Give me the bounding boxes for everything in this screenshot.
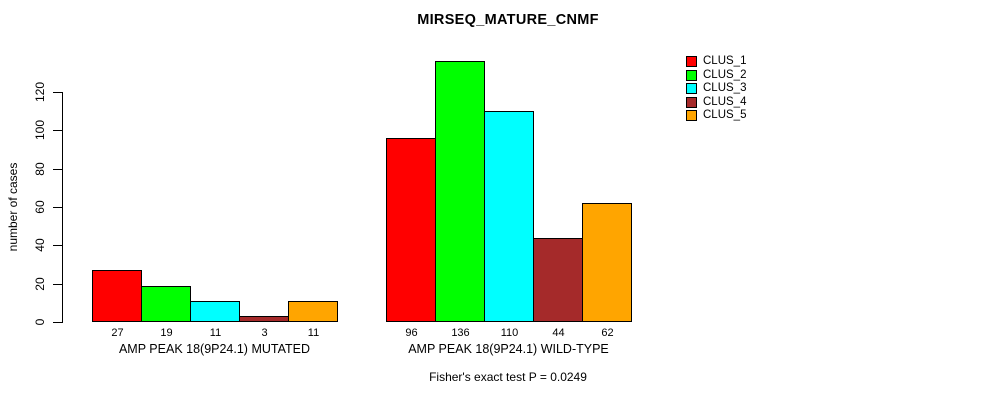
bar-value-label: 96 (405, 327, 418, 339)
bar-value-label: 19 (160, 327, 173, 339)
legend-label-clus_5: CLUS_5 (703, 109, 747, 121)
y-tick (53, 169, 62, 170)
bar-value-label: 11 (307, 327, 320, 339)
legend-label-clus_3: CLUS_3 (703, 82, 747, 94)
group-label: AMP PEAK 18(9P24.1) MUTATED (118, 342, 311, 356)
bar-clus_5 (288, 301, 338, 322)
bar-value-label: 44 (552, 327, 565, 339)
legend-label-clus_2: CLUS_2 (703, 68, 747, 81)
legend-swatch-clus_3 (686, 83, 697, 94)
bar-clus_4 (239, 316, 289, 322)
y-tick (53, 207, 62, 208)
y-tick-label: 0 (33, 318, 47, 326)
bar-value-label: 110 (500, 327, 519, 339)
bar-clus_1 (92, 270, 142, 322)
y-axis-label: number of cases (6, 162, 20, 252)
y-tick-label: 20 (33, 277, 47, 291)
y-tick (53, 245, 62, 246)
footnote-fishers-test: Fisher's exact test P = 0.0249 (429, 370, 587, 384)
y-tick (53, 92, 62, 93)
bar-clus_2 (435, 61, 485, 322)
bar-value-label: 3 (261, 327, 268, 339)
legend-swatch-clus_5 (686, 110, 697, 121)
legend-label-clus_1: CLUS_1 (703, 55, 747, 67)
bar-clus_3 (190, 301, 240, 322)
y-tick (53, 322, 62, 323)
bar-clus_3 (484, 111, 534, 322)
y-axis-line (62, 92, 63, 323)
legend-label-clus_4: CLUS_4 (703, 95, 747, 108)
legend-swatch-clus_1 (686, 56, 697, 67)
y-tick (53, 130, 62, 131)
y-tick-label: 40 (33, 238, 47, 252)
bar-clus_4 (533, 238, 583, 322)
legend-swatch-clus_4 (686, 96, 697, 108)
y-tick-label: 120 (33, 81, 47, 103)
y-tick (53, 284, 62, 285)
bar-value-label: 136 (451, 327, 470, 339)
bar-value-label: 11 (209, 327, 222, 339)
legend-swatch-clus_2 (686, 69, 697, 81)
bar-clus_1 (386, 138, 436, 322)
y-tick-label: 60 (33, 200, 47, 214)
bar-clus_5 (582, 203, 632, 322)
y-tick-label: 80 (33, 162, 47, 176)
group-label: AMP PEAK 18(9P24.1) WILD-TYPE (408, 342, 609, 356)
bar-clus_2 (141, 286, 191, 322)
bar-value-label: 27 (111, 327, 124, 339)
bar-value-label: 62 (601, 327, 614, 339)
chart-title: MIRSEQ_MATURE_CNMF (417, 12, 599, 28)
y-tick-label: 100 (33, 119, 47, 141)
